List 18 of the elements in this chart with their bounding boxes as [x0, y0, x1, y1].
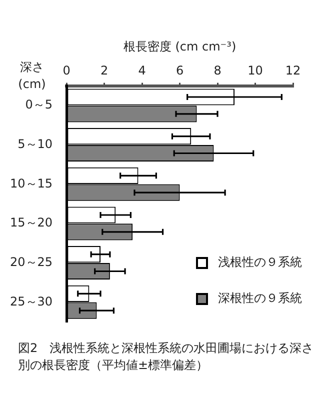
x-tick-label: 8: [214, 64, 222, 78]
y-tick-label: 5～10: [18, 136, 53, 151]
x-tick-label: 4: [138, 64, 146, 78]
y-tick-label: 0～5: [25, 98, 53, 112]
x-tick-label: 0: [62, 64, 70, 78]
x-tick-label: 10: [248, 64, 263, 78]
legend-label: 深根性の９系統: [218, 290, 302, 308]
x-tick-label: 2: [100, 64, 108, 78]
x-tick-label: 6: [176, 64, 184, 78]
x-axis-title: 根長密度 (cm cm⁻³): [123, 39, 236, 54]
y-tick-label: 15～20: [10, 216, 53, 230]
text: 浅根性の９系統: [218, 254, 302, 272]
y-tick-label: 20～25: [10, 254, 53, 269]
caption: 図2 浅根性系統と深根性系統の水田圃場における深さ別の根長密度（平均値±標準偏差）: [18, 340, 315, 374]
y-axis-title: 深さ (cm): [18, 60, 46, 92]
y-tick-label: 25～30: [10, 294, 53, 308]
y-tick-label: 10～15: [10, 176, 53, 190]
x-tick-label: 12: [285, 64, 301, 78]
